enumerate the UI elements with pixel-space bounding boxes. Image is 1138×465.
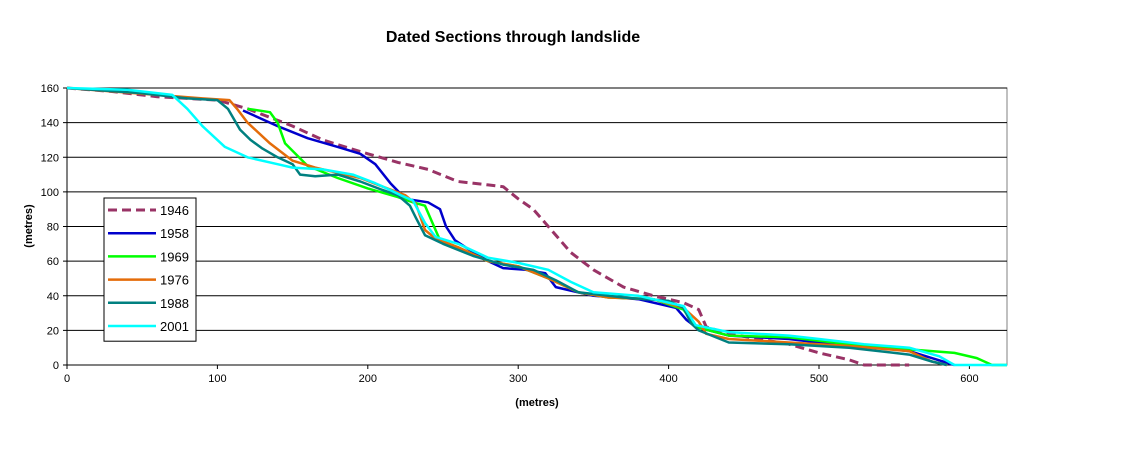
x-tick-label: 600	[960, 373, 978, 385]
y-axis-label: (metres)	[23, 204, 35, 248]
legend-label-1958: 1958	[160, 226, 189, 241]
y-tick-label: 160	[41, 83, 59, 95]
x-tick-label: 400	[659, 373, 677, 385]
x-tick-label: 100	[208, 373, 226, 385]
y-tick-label: 0	[53, 360, 59, 372]
y-tick-label: 40	[47, 291, 59, 303]
x-tick-label: 500	[810, 373, 828, 385]
series-line-2001	[66, 86, 1007, 367]
legend-label-2001: 2001	[160, 319, 189, 334]
y-tick-label: 20	[47, 325, 59, 337]
y-tick-label: 120	[41, 152, 59, 164]
y-tick-label: 140	[41, 118, 59, 130]
x-axis-label: (metres)	[515, 397, 559, 409]
plot-area: 0 20 40 60 80 100 120 140 160 0 100 200 300 400 500 600	[41, 83, 1008, 385]
x-tick-label: 300	[509, 373, 527, 385]
legend: 1946 1958 1969 1976 1988 2001	[103, 197, 197, 342]
series-line-1946	[66, 86, 910, 367]
y-tick-label: 60	[47, 256, 59, 268]
y-tick-label: 80	[47, 222, 59, 234]
legend-label-1969: 1969	[160, 249, 189, 264]
legend-label-1976: 1976	[160, 273, 189, 288]
legend-box	[103, 197, 197, 342]
x-tick-label: 200	[359, 373, 377, 385]
series-line-1976	[66, 86, 948, 367]
series-line-1988	[66, 86, 948, 367]
legend-label-1946: 1946	[160, 203, 189, 218]
x-tick-label: 0	[64, 373, 70, 385]
y-tick-label: 100	[41, 187, 59, 199]
chart-title: Dated Sections through landslide	[386, 29, 640, 46]
legend-label-1988: 1988	[160, 296, 189, 311]
